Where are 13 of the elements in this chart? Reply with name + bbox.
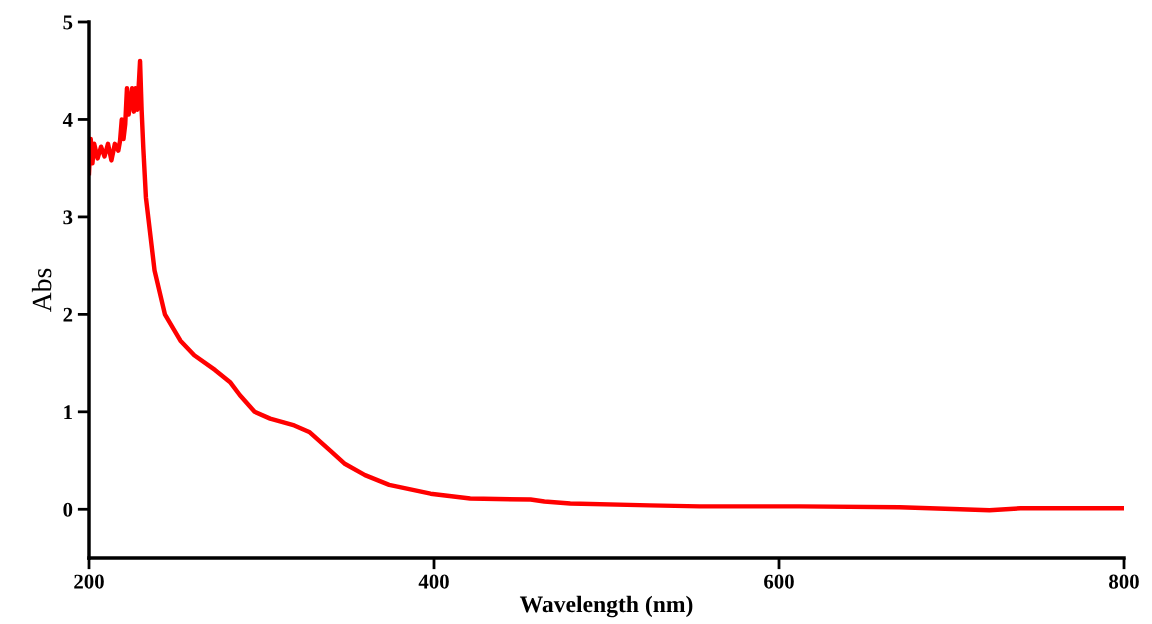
y-tick-label: 3 — [63, 210, 73, 225]
line-series — [89, 58, 1124, 513]
y-tick-label: 4 — [62, 112, 73, 127]
x-tick-label: 600 — [764, 574, 794, 589]
x-tick-label: 400 — [418, 574, 449, 589]
y-tick-label: 0 — [63, 502, 73, 517]
x-tick-label: 200 — [74, 574, 104, 589]
y-tick-label: 2 — [63, 307, 73, 322]
y-tick-label: 1 — [64, 405, 72, 420]
y-tick-label: 5 — [63, 15, 73, 30]
x-axis-title: Wavelength (nm) — [519, 595, 693, 618]
y-axis-title: Abs — [31, 268, 52, 313]
x-tick-label: 800 — [1109, 574, 1139, 589]
